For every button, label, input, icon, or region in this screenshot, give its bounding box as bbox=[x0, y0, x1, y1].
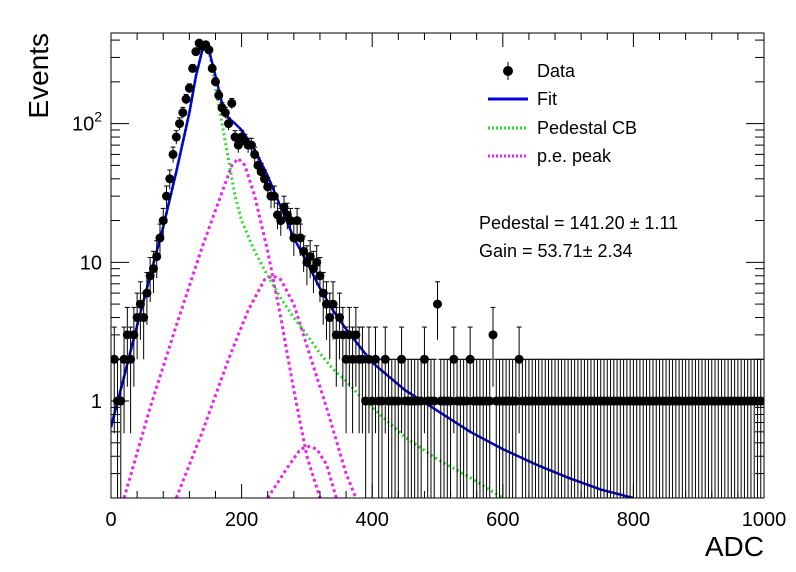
data-point bbox=[279, 195, 289, 221]
data-point bbox=[191, 47, 201, 57]
data-point bbox=[276, 207, 286, 236]
data-point bbox=[465, 326, 475, 434]
data-point bbox=[158, 207, 168, 236]
data-point bbox=[331, 306, 341, 387]
data-point bbox=[488, 306, 498, 387]
y-tick-label: 10 bbox=[80, 252, 102, 274]
gain-annotation: Gain = 53.71± 2.34 bbox=[479, 241, 633, 261]
legend-label-pe-peak: p.e. peak bbox=[537, 146, 612, 166]
data-point bbox=[292, 207, 302, 236]
x-tick-label: 600 bbox=[486, 509, 519, 531]
x-tick-label: 1000 bbox=[742, 509, 787, 531]
data-point bbox=[145, 257, 155, 303]
data-point bbox=[338, 306, 348, 387]
data-point bbox=[181, 93, 191, 105]
data-point bbox=[367, 358, 377, 498]
data-point bbox=[370, 326, 380, 434]
data-point bbox=[175, 117, 185, 130]
data-point bbox=[514, 326, 524, 434]
data-point bbox=[341, 326, 351, 434]
data-point bbox=[429, 358, 439, 498]
data-point bbox=[214, 90, 224, 101]
legend-marker-data bbox=[503, 62, 513, 80]
data-point bbox=[305, 240, 315, 279]
legend-label-fit: Fit bbox=[537, 89, 557, 109]
pedestal-annotation: Pedestal = 141.20 ± 1.11 bbox=[479, 213, 678, 233]
data-point bbox=[361, 358, 371, 498]
data-point bbox=[433, 281, 442, 340]
data-point bbox=[416, 358, 426, 498]
data-point bbox=[162, 185, 172, 209]
data-point bbox=[485, 358, 495, 498]
data-point bbox=[328, 281, 338, 340]
x-tick-label: 800 bbox=[617, 509, 650, 531]
data-point bbox=[446, 358, 456, 498]
x-tick-label: 0 bbox=[105, 509, 116, 531]
data-point bbox=[449, 326, 459, 434]
data-point bbox=[230, 130, 240, 145]
data-point bbox=[286, 207, 296, 236]
data-point bbox=[224, 117, 234, 130]
data-point bbox=[210, 77, 220, 87]
pedestal-cb-curve bbox=[111, 43, 504, 498]
data-point bbox=[357, 326, 367, 434]
data-point bbox=[204, 45, 214, 55]
data-point bbox=[511, 358, 521, 498]
data-points-layer bbox=[111, 38, 764, 498]
y-axis: 1 10 102 bbox=[72, 39, 764, 499]
data-point bbox=[188, 63, 198, 73]
pe-peak-curve-3 bbox=[266, 445, 338, 498]
data-point bbox=[165, 169, 175, 190]
data-point bbox=[168, 146, 178, 163]
data-point bbox=[220, 106, 230, 119]
data-point bbox=[119, 326, 129, 434]
data-point bbox=[397, 326, 407, 434]
data-point bbox=[178, 106, 188, 119]
data-point bbox=[351, 306, 361, 387]
data-point bbox=[419, 326, 429, 434]
y-axis-title: Events bbox=[23, 33, 54, 119]
data-point bbox=[348, 326, 358, 434]
data-point bbox=[364, 326, 374, 434]
data-point bbox=[250, 146, 260, 163]
data-point bbox=[335, 292, 345, 360]
data-point bbox=[344, 306, 354, 387]
x-tick-label: 400 bbox=[356, 509, 389, 531]
data-point bbox=[152, 240, 162, 279]
x-axis-title: ADC bbox=[705, 531, 764, 562]
data-point bbox=[135, 281, 145, 340]
y-tick-label: 102 bbox=[72, 109, 102, 136]
data-point bbox=[207, 63, 217, 73]
data-point bbox=[171, 130, 181, 145]
data-point bbox=[380, 326, 390, 434]
data-point bbox=[318, 271, 328, 325]
data-point bbox=[269, 185, 279, 209]
data-point bbox=[227, 97, 237, 109]
data-point bbox=[129, 306, 139, 387]
pe-peak-curve-1 bbox=[122, 157, 322, 498]
x-tick-label: 200 bbox=[225, 509, 258, 531]
data-point bbox=[142, 271, 152, 325]
data-point bbox=[126, 326, 136, 434]
y-tick-label: 1 bbox=[91, 391, 102, 413]
data-point bbox=[321, 281, 331, 340]
data-point bbox=[289, 223, 299, 256]
data-point bbox=[299, 235, 309, 272]
data-point bbox=[122, 306, 132, 387]
legend: Data Fit Pedestal CB p.e. peak bbox=[488, 61, 637, 166]
data-point bbox=[155, 223, 165, 256]
data-point bbox=[184, 83, 194, 93]
legend-label-data: Data bbox=[537, 61, 576, 81]
legend-label-pedestal-cb: Pedestal CB bbox=[537, 118, 637, 138]
plot-frame bbox=[110, 32, 765, 499]
